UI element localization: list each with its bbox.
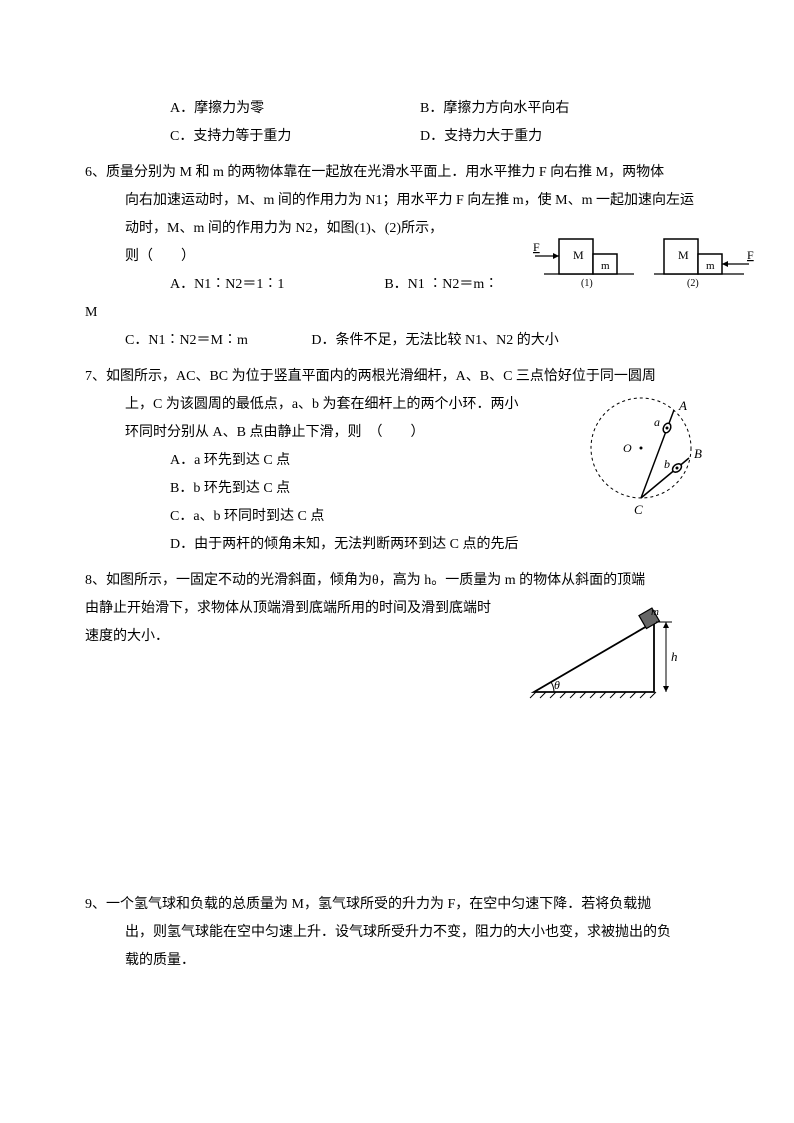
q6-option-b: B．N1 ∶N2＝m∶ (384, 271, 498, 299)
q7-diagram: O A a B b C (579, 388, 709, 539)
svg-text:m: m (706, 260, 715, 272)
svg-text:(2): (2) (687, 278, 699, 289)
svg-text:(1): (1) (581, 278, 593, 289)
q6-option-c: C．N1∶N2＝M∶m (125, 333, 248, 348)
svg-text:F: F (747, 248, 754, 262)
svg-text:O: O (623, 441, 632, 455)
q9-stem: 9、一个氢气球和负载的总质量为 M，氢气球所受的升力为 F，在空中匀速下降．若将… (85, 891, 719, 919)
q9-line2: 出，则氢气球能在空中匀速上升．设气球所受升力不变，阻力的大小也变，求被抛出的负 (125, 919, 719, 947)
svg-text:θ: θ (554, 678, 560, 692)
svg-text:B: B (694, 446, 702, 461)
q6-diagram: M m F (1) M m F (2) (529, 229, 759, 300)
q9-line3: 载的质量． (125, 947, 719, 975)
q5-option-c: C．支持力等于重力 (170, 123, 420, 151)
q8-diagram: m θ h (524, 607, 684, 718)
q6-option-m: M (85, 299, 719, 327)
q6-option-a: A．N1∶N2＝1∶1 (170, 271, 284, 299)
svg-text:m: m (601, 260, 610, 272)
q8-stem: 8、如图所示，一固定不动的光滑斜面，倾角为θ，高为 h。一质量为 m 的物体从斜… (85, 567, 719, 595)
svg-text:F: F (533, 240, 540, 254)
svg-text:h: h (671, 649, 678, 664)
q6-line2: 向右加速运动时，M、m 间的作用力为 N1；用水平力 F 向左推 m，使 M、m… (125, 187, 719, 215)
svg-text:M: M (573, 248, 584, 262)
svg-text:b: b (664, 457, 670, 471)
q5-option-d: D．支持力大于重力 (420, 123, 719, 151)
q7-stem: 7、如图所示，AC、BC 为位于竖直平面内的两根光滑细杆，A、B、C 三点恰好位… (85, 363, 719, 391)
q6-stem: 6、质量分别为 M 和 m 的两物体靠在一起放在光滑水平面上．用水平推力 F 向… (85, 159, 719, 187)
svg-text:C: C (634, 502, 643, 517)
svg-text:a: a (654, 415, 660, 429)
q6-option-d: D．条件不足，无法比较 N1、N2 的大小 (311, 333, 558, 348)
svg-text:M: M (678, 248, 689, 262)
svg-text:m: m (651, 607, 659, 618)
svg-text:A: A (678, 398, 687, 413)
q5-option-b: B．摩擦力方向水平向右 (420, 95, 719, 123)
q5-option-a: A．摩擦力为零 (170, 95, 420, 123)
